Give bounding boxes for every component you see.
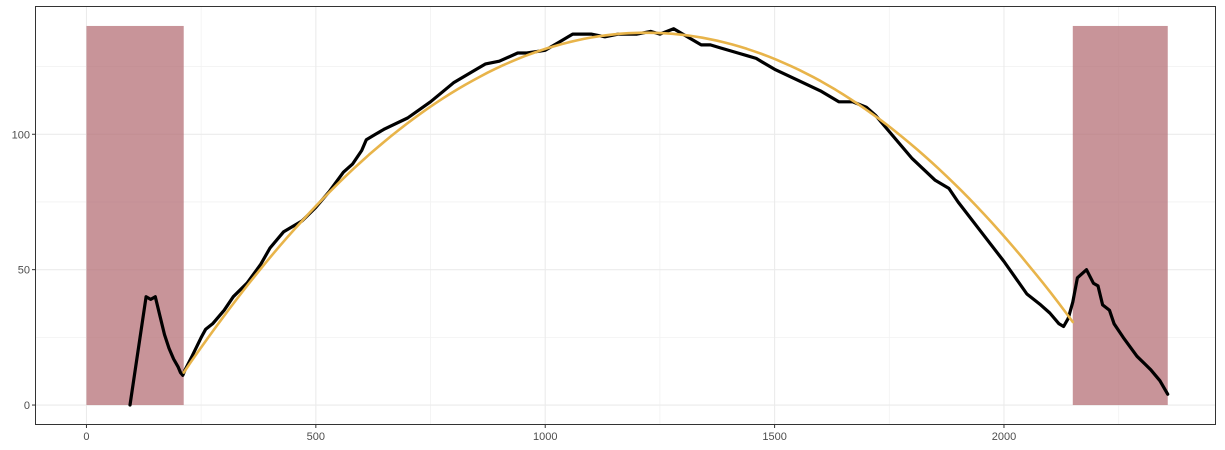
panel-border [35,6,1216,425]
x-tick-label: 1500 [762,431,786,443]
x-axis-labels: 0 500 1000 1500 2000 [83,431,1016,443]
fitted-curve-line [182,31,1075,374]
y-tick-label: 0 [24,400,30,412]
x-tick-label: 1000 [533,431,557,443]
x-tick-label: 2000 [992,431,1016,443]
series-lines [128,27,1170,407]
y-tick-label: 100 [12,129,30,141]
grid-major [36,7,1215,424]
x-tick-label: 0 [83,431,89,443]
y-tick-label: 50 [18,265,30,277]
axis-ticks [32,133,1005,428]
y-axis-labels: 0 50 100 [12,129,30,412]
shaded-regions [86,25,1168,406]
x-tick-label: 500 [307,431,325,443]
shaded-region-2 [1072,25,1168,406]
